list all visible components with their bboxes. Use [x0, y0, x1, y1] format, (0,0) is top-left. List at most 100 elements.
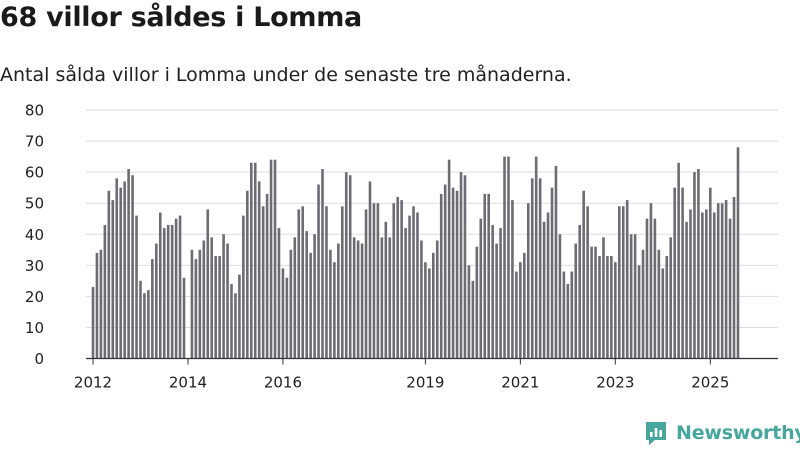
bar-chart: 0 10 20 30 40 50 60 70 80 2012 2014 2016 2019 2021 202…	[25, 0, 778, 392]
x-tick-label: 2019	[406, 374, 444, 392]
bar	[253, 162, 257, 359]
bar	[364, 209, 368, 359]
y-tick-label: 60	[25, 164, 44, 182]
bar	[412, 206, 415, 359]
bar	[487, 193, 490, 359]
bar	[376, 203, 380, 359]
bar	[451, 187, 455, 359]
bar	[182, 277, 186, 359]
bar	[578, 224, 582, 359]
bar	[222, 234, 225, 359]
bar	[218, 255, 221, 359]
newsworthy-brand: Newsworthy	[644, 420, 800, 446]
bar	[459, 172, 463, 359]
bar	[720, 203, 724, 359]
bar	[712, 212, 716, 359]
bar	[123, 181, 126, 359]
bar	[673, 187, 676, 359]
bar	[546, 212, 550, 359]
bar	[550, 187, 554, 359]
bar	[95, 252, 99, 359]
bar	[736, 147, 740, 359]
bar	[384, 221, 388, 359]
bar	[503, 156, 506, 359]
bar	[273, 159, 277, 359]
bar	[582, 190, 585, 359]
bar	[317, 184, 320, 359]
bar	[230, 283, 233, 359]
bar	[530, 178, 534, 359]
bar	[598, 255, 601, 359]
bar	[693, 172, 696, 359]
x-tick-label: 2016	[264, 374, 302, 392]
bar	[641, 249, 645, 359]
bar	[285, 277, 289, 359]
bar	[542, 221, 546, 359]
bar	[669, 237, 673, 359]
bar	[479, 218, 483, 359]
bar	[348, 175, 352, 359]
y-tick-label: 30	[25, 257, 44, 275]
bar	[570, 271, 574, 359]
bar	[511, 200, 514, 359]
bar	[665, 255, 669, 359]
bar	[424, 262, 427, 359]
bar	[289, 249, 293, 359]
bar	[657, 249, 661, 359]
bar	[483, 193, 487, 359]
bar	[301, 206, 305, 359]
bar	[566, 283, 570, 359]
bar	[614, 262, 617, 359]
bar	[562, 271, 566, 359]
bar	[606, 255, 609, 359]
bar	[242, 215, 245, 359]
bar	[190, 249, 194, 359]
bar	[170, 224, 174, 359]
bar	[340, 206, 344, 359]
bar	[329, 249, 332, 359]
highlight-data-label: 68	[736, 0, 755, 4]
bar	[475, 246, 479, 359]
bar	[162, 228, 166, 359]
y-tick-label: 40	[25, 226, 44, 244]
bar	[697, 169, 700, 359]
bar	[574, 243, 578, 359]
bar	[127, 169, 130, 359]
bar	[99, 249, 103, 359]
bar	[526, 203, 530, 359]
bar	[131, 175, 134, 359]
bar	[333, 262, 336, 359]
bar	[139, 280, 142, 359]
bar	[226, 243, 229, 359]
bar	[661, 268, 665, 359]
bar	[432, 252, 435, 359]
bar	[372, 203, 376, 359]
y-tick-label: 50	[25, 195, 44, 213]
bar	[507, 156, 510, 359]
bar	[408, 215, 411, 359]
bar	[309, 252, 312, 359]
bar	[637, 265, 641, 359]
bar	[238, 274, 241, 359]
bar	[534, 156, 538, 359]
bar	[396, 196, 399, 359]
bar	[439, 193, 443, 359]
x-tick-label: 2012	[74, 374, 112, 392]
bar	[689, 209, 692, 359]
bar	[645, 218, 649, 359]
bar	[404, 228, 407, 359]
x-tick-label: 2014	[169, 374, 207, 392]
bar	[305, 231, 308, 359]
bar	[681, 187, 684, 359]
bar	[155, 243, 158, 359]
bar	[515, 271, 518, 359]
y-tick-label: 10	[25, 319, 44, 337]
bar	[234, 293, 237, 359]
bar	[388, 237, 392, 359]
bar	[602, 237, 605, 359]
bar	[337, 243, 340, 359]
chart-subtitle: Antal sålda villor i Lomma under de sena…	[0, 64, 572, 86]
y-tick-label: 80	[25, 102, 44, 120]
bar	[392, 203, 396, 359]
bar	[677, 162, 680, 359]
